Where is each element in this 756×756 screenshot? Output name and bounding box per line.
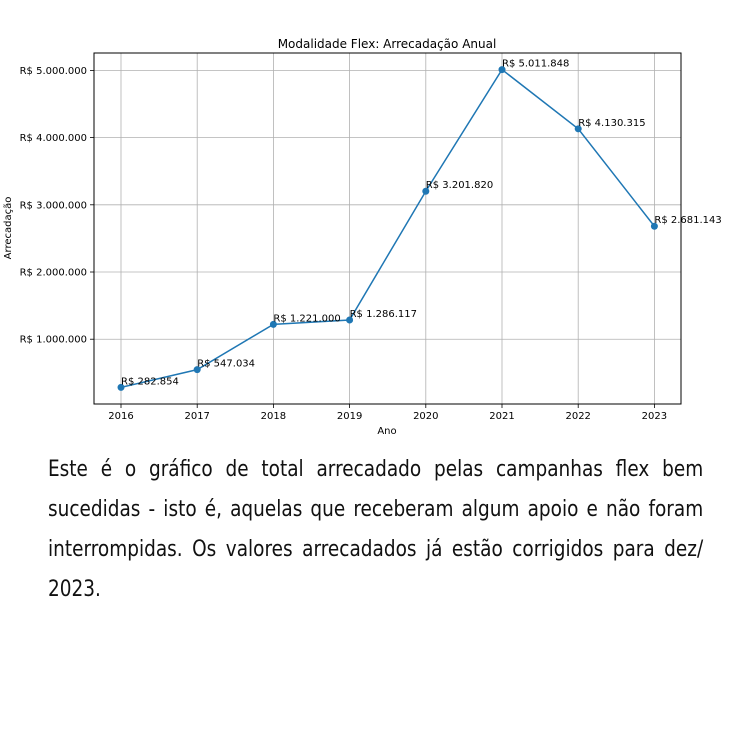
x-tick-label: 2016 (108, 411, 133, 422)
y-tick-label: R$ 2.000.000 (20, 268, 87, 279)
data-point (346, 316, 354, 324)
x-tick-label: 2022 (565, 411, 590, 422)
caption-text: Este é o gráfico de total arrecadado pel… (48, 457, 704, 602)
data-point (193, 366, 201, 374)
series-revenue (117, 66, 658, 391)
x-tick-label: 2023 (642, 411, 667, 422)
data-labels: R$ 282.854 R$ 547.034 R$ 1.221.000 R$ 1.286… (121, 59, 722, 388)
x-tick-label: 2020 (413, 411, 438, 422)
grid (94, 53, 681, 404)
y-tick-label: R$ 5.000.000 (20, 66, 87, 77)
plot-area (93, 52, 682, 405)
data-label: R$ 1.286.117 (350, 309, 417, 320)
y-axis: R$ 1.000.000 R$ 2.000.000 R$ 3.000.000 R$ 4… (20, 66, 94, 346)
x-tick-label: 2018 (261, 411, 286, 422)
data-label: R$ 2.681.143 (654, 215, 721, 226)
data-point (117, 383, 125, 391)
y-axis-label: Arrecadação (3, 197, 14, 260)
x-tick-label: 2017 (184, 411, 209, 422)
series-line (120, 68, 655, 389)
x-axis: 2016 2017 2018 2019 2020 2021 2022 2023 (108, 404, 667, 422)
line-chart: Modalidade Flex: Arrecadação Anual 2016 2… (3, 37, 722, 437)
data-point (269, 320, 277, 328)
data-point (498, 66, 506, 74)
y-tick-label: R$ 1.000.000 (20, 335, 87, 346)
chart-title: Modalidade Flex: Arrecadação Anual (278, 37, 497, 51)
data-label: R$ 282.854 (121, 376, 179, 387)
y-tick-label: R$ 4.000.000 (20, 133, 87, 144)
data-label: R$ 3.201.820 (426, 180, 493, 191)
data-label: R$ 5.011.848 (502, 59, 569, 70)
data-point (574, 125, 582, 133)
x-tick-label: 2021 (489, 411, 514, 422)
x-tick-label: 2019 (337, 411, 362, 422)
data-point (422, 187, 430, 195)
data-label: R$ 1.221.000 (273, 313, 340, 324)
x-axis-label: Ano (377, 426, 396, 437)
data-point (650, 222, 658, 230)
data-label: R$ 547.034 (197, 359, 255, 370)
y-tick-label: R$ 3.000.000 (20, 200, 87, 211)
data-label: R$ 4.130.315 (578, 118, 645, 129)
